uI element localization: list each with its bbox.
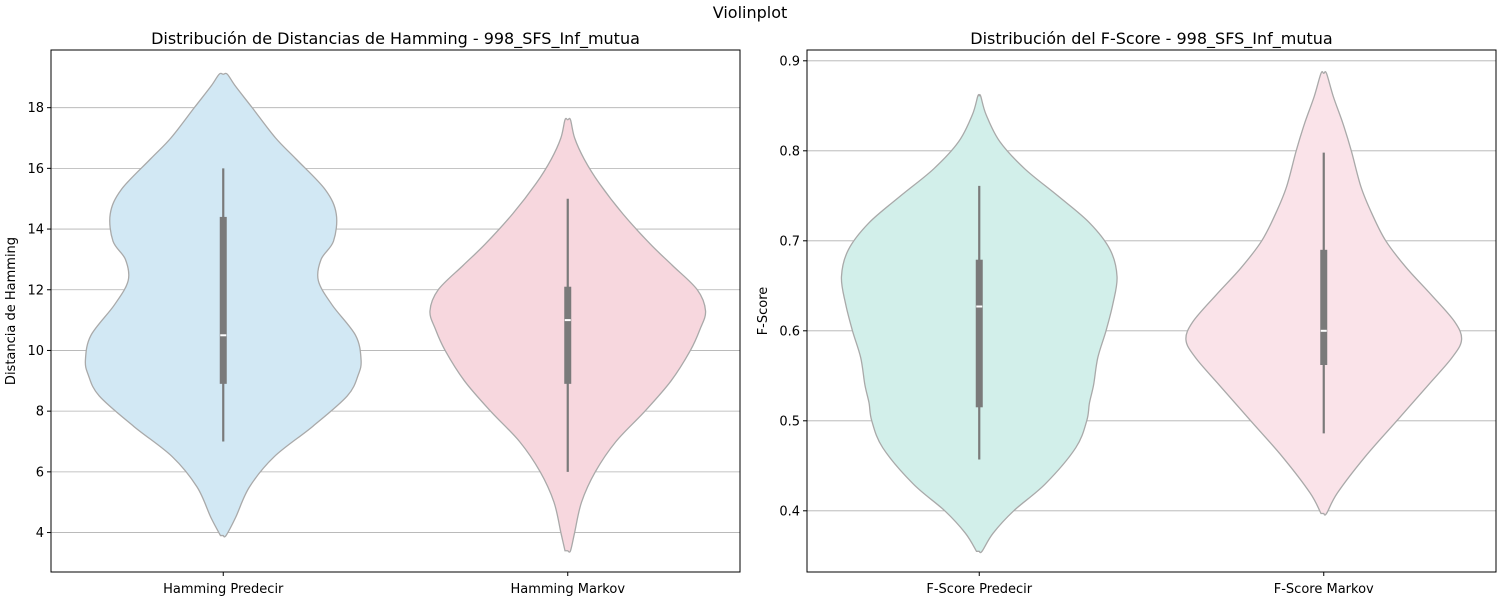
- x-tick-label: F-Score Predecir: [926, 582, 1032, 597]
- x-tick-label: Hamming Predecir: [163, 582, 284, 597]
- chart-panel-1: 4 6 8 10 12 14 16 18 Hamming Predecir Hamming Mar…: [4, 29, 741, 597]
- y-tick-label: 6: [36, 465, 44, 480]
- violin-iqr-box: [1320, 249, 1328, 365]
- plot-frame: [50, 49, 741, 573]
- figure-suptitle: Violinplot: [712, 3, 788, 22]
- chart-title: Distribución de Distancias de Hamming - …: [151, 29, 640, 49]
- y-tick-label: 0.4: [779, 504, 800, 519]
- x-tick-label: Hamming Markov: [510, 582, 625, 597]
- y-tick-label: 0.9: [779, 54, 800, 69]
- plot-frame: [806, 49, 1497, 573]
- chart-panel-2: 0.4 0.5 0.6 0.7 0.8 0.9 F-Score Predecir F-Scor…: [756, 29, 1497, 597]
- violin-iqr-box: [219, 216, 227, 384]
- y-tick-label: 8: [36, 405, 44, 420]
- y-tick-label: 12: [27, 283, 44, 298]
- y-tick-label: 18: [27, 101, 44, 116]
- y-axis-label: Distancia de Hamming: [4, 237, 19, 385]
- y-tick-label: 0.5: [779, 414, 800, 429]
- violin-iqr-box: [975, 259, 983, 408]
- chart-title: Distribución del F-Score - 998_SFS_Inf_m…: [970, 29, 1332, 49]
- y-tick-label: 0.7: [779, 234, 800, 249]
- y-tick-label: 14: [27, 223, 44, 238]
- y-tick-label: 4: [36, 526, 44, 541]
- violin-iqr-box: [564, 286, 572, 384]
- y-axis-label: F-Score: [756, 287, 771, 336]
- y-tick-label: 16: [27, 162, 44, 177]
- y-tick-label: 0.8: [779, 144, 800, 159]
- y-tick-label: 10: [27, 344, 44, 359]
- x-tick-label: F-Score Markov: [1274, 582, 1374, 597]
- y-tick-label: 0.6: [779, 324, 800, 339]
